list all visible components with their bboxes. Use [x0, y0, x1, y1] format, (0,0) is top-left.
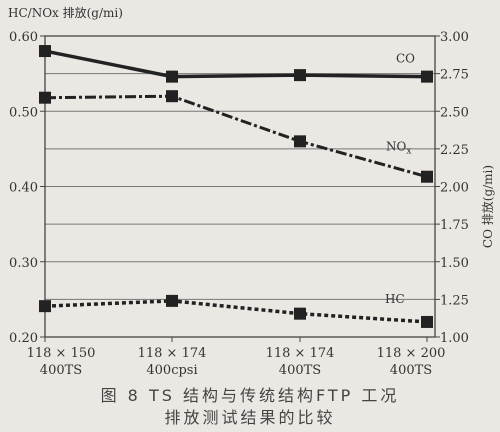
data-point-nox	[166, 90, 178, 103]
right-tick-label: 3.00	[440, 30, 469, 45]
data-point-nox	[421, 170, 433, 183]
right-tick-label: 1.25	[440, 293, 469, 308]
left-tick-label: 0.30	[9, 256, 38, 271]
figure-caption-line2: 排放测试结果的比较	[164, 408, 336, 427]
data-point-co	[166, 70, 178, 83]
x-tick-label-line2: 400TS	[279, 363, 321, 378]
right-tick-label: 1.50	[440, 256, 469, 271]
right-tick-label: 1.00	[440, 331, 469, 346]
x-tick-label-line1: 118 × 150	[27, 346, 96, 361]
x-tick-label-line1: 118 × 174	[266, 346, 335, 361]
right-axis-title: CO 排放(g/mi)	[480, 165, 495, 248]
series-label-co: CO	[396, 52, 415, 66]
left-tick-label: 0.60	[9, 30, 38, 45]
right-tick-label: 2.00	[440, 181, 469, 196]
data-point-hc	[421, 315, 433, 328]
series-label-nox: NOx	[386, 139, 411, 156]
right-tick-label: 2.50	[440, 105, 469, 120]
data-point-hc	[39, 300, 51, 313]
data-point-co	[421, 70, 433, 83]
x-tick-label-line2: 400TS	[390, 363, 432, 378]
series-line-nox	[44, 94, 428, 179]
data-point-nox	[294, 135, 306, 148]
left-tick-label: 0.20	[9, 331, 38, 346]
data-point-co	[294, 69, 306, 82]
right-tick-label: 2.25	[440, 143, 469, 158]
left-axis-title: HC/NOx 排放(g/mi)	[8, 5, 123, 20]
left-tick-label: 0.50	[9, 105, 38, 120]
data-point-hc	[294, 307, 306, 320]
left-tick-label: 0.40	[9, 181, 38, 196]
x-tick-label-line1: 118 × 174	[138, 346, 207, 361]
x-tick-label-line1: 118 × 200	[377, 346, 446, 361]
data-point-co	[39, 45, 51, 58]
x-tick-label-line2: 400cpsi	[146, 363, 197, 378]
data-point-nox	[39, 91, 51, 104]
series-label-hc: HC	[385, 292, 405, 306]
right-tick-label: 2.75	[440, 68, 469, 83]
series-line-hc	[44, 299, 428, 324]
data-point-hc	[166, 294, 178, 307]
right-tick-label: 1.75	[440, 218, 469, 233]
series-line-co	[44, 49, 428, 79]
x-tick-label-line2: 400TS	[40, 363, 82, 378]
figure-caption-line1: 图 8 TS 结构与传统结构FTP 工况	[100, 386, 400, 405]
